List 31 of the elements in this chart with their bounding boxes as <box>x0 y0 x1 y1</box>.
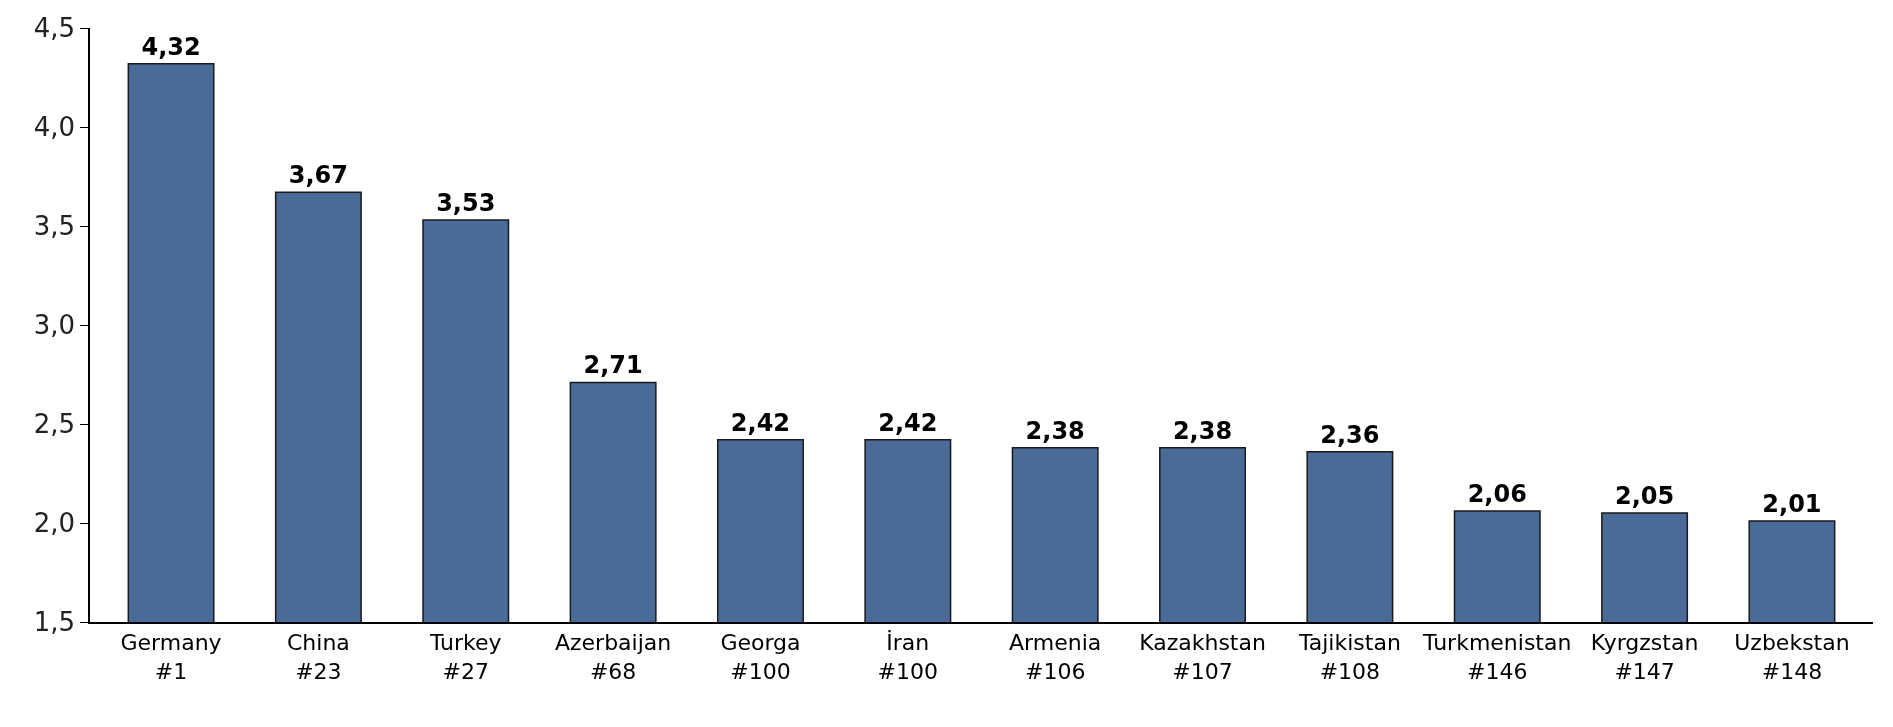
data-label: 2,36 <box>1320 420 1380 449</box>
y-tick-label: 4,5 <box>33 13 76 44</box>
x-tick-label: China #23 <box>286 630 350 684</box>
data-label: 2,71 <box>583 351 643 380</box>
x-tick-label: Uzbekstan #148 <box>1734 630 1850 684</box>
x-tick-label: Azerbaijan #68 <box>554 630 672 684</box>
y-tick-label: 2,5 <box>33 409 76 440</box>
x-tick-label: Armenia #106 <box>1009 630 1102 684</box>
data-label: 2,42 <box>878 408 938 437</box>
y-tick-label: 3,0 <box>33 310 76 341</box>
data-label: 2,01 <box>1762 490 1822 519</box>
y-tick-label: 3,5 <box>33 211 76 242</box>
data-label: 2,38 <box>1025 416 1085 445</box>
x-tick-label: Kazakhstan #107 <box>1139 630 1266 684</box>
x-tick-label: Tajikistan #108 <box>1297 630 1401 684</box>
data-label: 2,38 <box>1172 416 1233 445</box>
data-label: 2,42 <box>730 408 791 437</box>
data-label: 2,05 <box>1614 482 1675 511</box>
data-label: 2,06 <box>1467 480 1527 509</box>
x-tick-label: İran #100 <box>877 630 939 684</box>
data-label: 4,32 <box>141 32 201 61</box>
x-tick-label: Turkmenistan #146 <box>1422 630 1572 684</box>
y-tick-label: 4,0 <box>33 112 76 143</box>
data-label: 3,53 <box>436 189 496 218</box>
x-tick-label: Georga #100 <box>720 630 801 684</box>
x-tick-label: Germany #1 <box>120 630 222 684</box>
y-tick-label: 1,5 <box>33 607 76 638</box>
x-tick-label: Kyrgzstan #147 <box>1590 630 1699 684</box>
x-tick-label: Turkey #27 <box>428 630 502 684</box>
data-label: 3,67 <box>288 161 349 190</box>
y-tick-label: 2,0 <box>33 508 76 539</box>
